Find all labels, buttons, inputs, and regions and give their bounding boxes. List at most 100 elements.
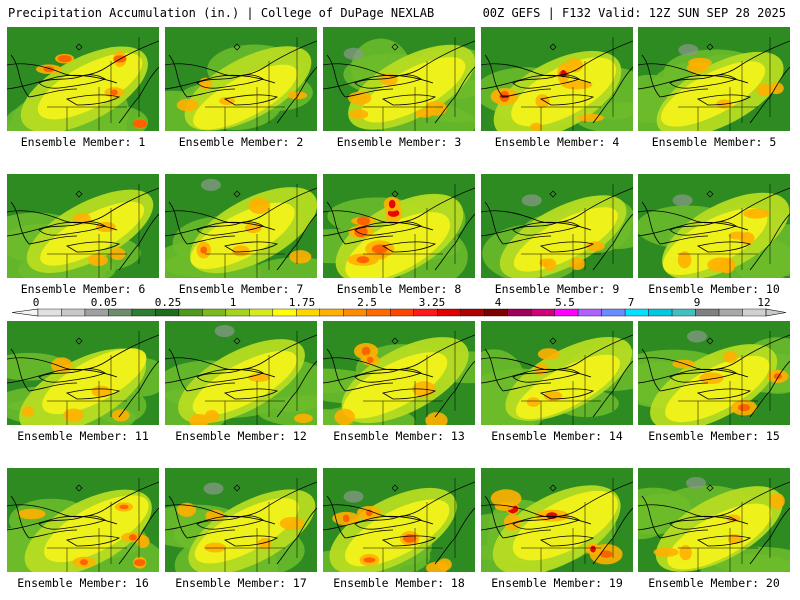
colorbar-swatch	[296, 308, 321, 317]
colorbar-tick-label: 2.5	[357, 296, 377, 309]
ensemble-member-label: Ensemble Member: 9	[494, 282, 620, 296]
precip-map	[7, 174, 159, 278]
colorbar-swatch	[483, 308, 508, 317]
precip-map	[165, 468, 317, 572]
colorbar-legend: 0 0.05 0.25 1 1.75 2.5 3.25 4 5.5 7 9 12	[11, 296, 787, 317]
colorbar-swatch	[225, 308, 250, 317]
precip-map	[481, 174, 633, 278]
colorbar-swatch	[249, 308, 274, 317]
model-run-info: 00Z GEFS | F132 Valid: 12Z SUN SEP 28 20…	[482, 6, 786, 20]
ensemble-member-label: Ensemble Member: 3	[336, 135, 462, 149]
colorbar-swatch	[507, 308, 532, 317]
precip-map	[481, 321, 633, 425]
ensemble-member-map	[165, 174, 317, 278]
ensemble-member-map	[481, 174, 633, 278]
precip-map	[638, 174, 790, 278]
precip-map	[165, 27, 317, 131]
colorbar-swatch	[202, 308, 227, 317]
ensemble-member-label: Ensemble Member: 17	[175, 576, 307, 590]
precip-map	[323, 174, 475, 278]
colorbar-swatch	[577, 308, 602, 317]
ensemble-member-label: Ensemble Member: 16	[17, 576, 149, 590]
ensemble-member-map	[481, 468, 633, 572]
ensemble-member-label: Ensemble Member: 1	[20, 135, 146, 149]
colorbar-tick-label: 12	[757, 296, 770, 309]
ensemble-member-label: Ensemble Member: 10	[648, 282, 780, 296]
colorbar-tick-label: 9	[694, 296, 701, 309]
colorbar-tick-label: 1	[230, 296, 237, 309]
colorbar-tick-label: 0.05	[91, 296, 118, 309]
colorbar-tick-label: 0.25	[155, 296, 182, 309]
colorbar-swatch	[131, 308, 156, 317]
colorbar-tick-label: 5.5	[555, 296, 575, 309]
colorbar-tick-label: 0	[33, 296, 40, 309]
colorbar-swatch	[437, 308, 461, 317]
colorbar-swatch	[742, 308, 767, 317]
colorbar-swatch	[178, 308, 203, 317]
ensemble-member-map	[638, 321, 790, 425]
colorbar-swatch	[366, 308, 391, 317]
colorbar-swatch	[413, 308, 438, 317]
ensemble-member-label: Ensemble Member: 2	[178, 135, 304, 149]
precip-map	[323, 27, 475, 131]
colorbar-swatch	[390, 308, 414, 317]
colorbar-swatch	[648, 308, 673, 317]
colorbar-swatch	[624, 308, 649, 317]
precip-map	[638, 468, 790, 572]
precip-map	[323, 321, 475, 425]
colorbar-swatch	[61, 308, 86, 317]
ensemble-member-label: Ensemble Member: 6	[20, 282, 146, 296]
ensemble-member-label: Ensemble Member: 5	[651, 135, 777, 149]
ensemble-member-label: Ensemble Member: 13	[333, 429, 465, 443]
ensemble-member-map	[7, 27, 159, 131]
colorbar-swatch	[319, 308, 344, 317]
ensemble-member-map	[165, 27, 317, 131]
precip-map	[165, 321, 317, 425]
colorbar-swatch	[601, 308, 626, 317]
ensemble-member-map	[323, 321, 475, 425]
colorbar-swatch	[108, 308, 133, 317]
colorbar-swatch	[671, 308, 696, 317]
precip-map	[7, 321, 159, 425]
ensemble-member-label: Ensemble Member: 12	[175, 429, 307, 443]
colorbar-tick-label: 7	[628, 296, 635, 309]
ensemble-member-map	[638, 468, 790, 572]
ensemble-member-map	[481, 27, 633, 131]
colorbar-swatch	[155, 308, 180, 317]
precip-map	[481, 468, 633, 572]
colorbar-swatch	[554, 308, 579, 317]
colorbar-tick-label: 1.75	[289, 296, 316, 309]
ensemble-member-label: Ensemble Member: 19	[491, 576, 623, 590]
colorbar-tick-label: 4	[495, 296, 502, 309]
ensemble-member-label: Ensemble Member: 7	[178, 282, 304, 296]
ensemble-member-map	[165, 321, 317, 425]
ensemble-member-map	[7, 321, 159, 425]
colorbar-swatch	[695, 308, 720, 317]
colorbar-swatch	[84, 308, 109, 317]
colorbar-tick-label: 3.25	[419, 296, 446, 309]
colorbar-swatch	[343, 308, 367, 317]
ensemble-member-label: Ensemble Member: 15	[648, 429, 780, 443]
precip-map	[323, 468, 475, 572]
precip-map	[638, 321, 790, 425]
ensemble-member-map	[7, 468, 159, 572]
ensemble-member-map	[7, 174, 159, 278]
precip-map	[638, 27, 790, 131]
ensemble-member-map	[165, 468, 317, 572]
chart-title: Precipitation Accumulation (in.) | Colle…	[8, 6, 435, 20]
colorbar-swatch	[37, 308, 62, 317]
precip-map	[165, 174, 317, 278]
ensemble-member-map	[323, 27, 475, 131]
ensemble-member-map	[638, 27, 790, 131]
colorbar-swatch	[460, 308, 485, 317]
ensemble-member-label: Ensemble Member: 11	[17, 429, 149, 443]
ensemble-member-map	[323, 174, 475, 278]
precip-map	[7, 27, 159, 131]
precip-map	[7, 468, 159, 572]
colorbar-swatch	[272, 308, 297, 317]
ensemble-member-label: Ensemble Member: 14	[491, 429, 623, 443]
colorbar-swatch	[530, 308, 555, 317]
ensemble-member-map	[323, 468, 475, 572]
ensemble-member-label: Ensemble Member: 18	[333, 576, 465, 590]
ensemble-member-map	[638, 174, 790, 278]
